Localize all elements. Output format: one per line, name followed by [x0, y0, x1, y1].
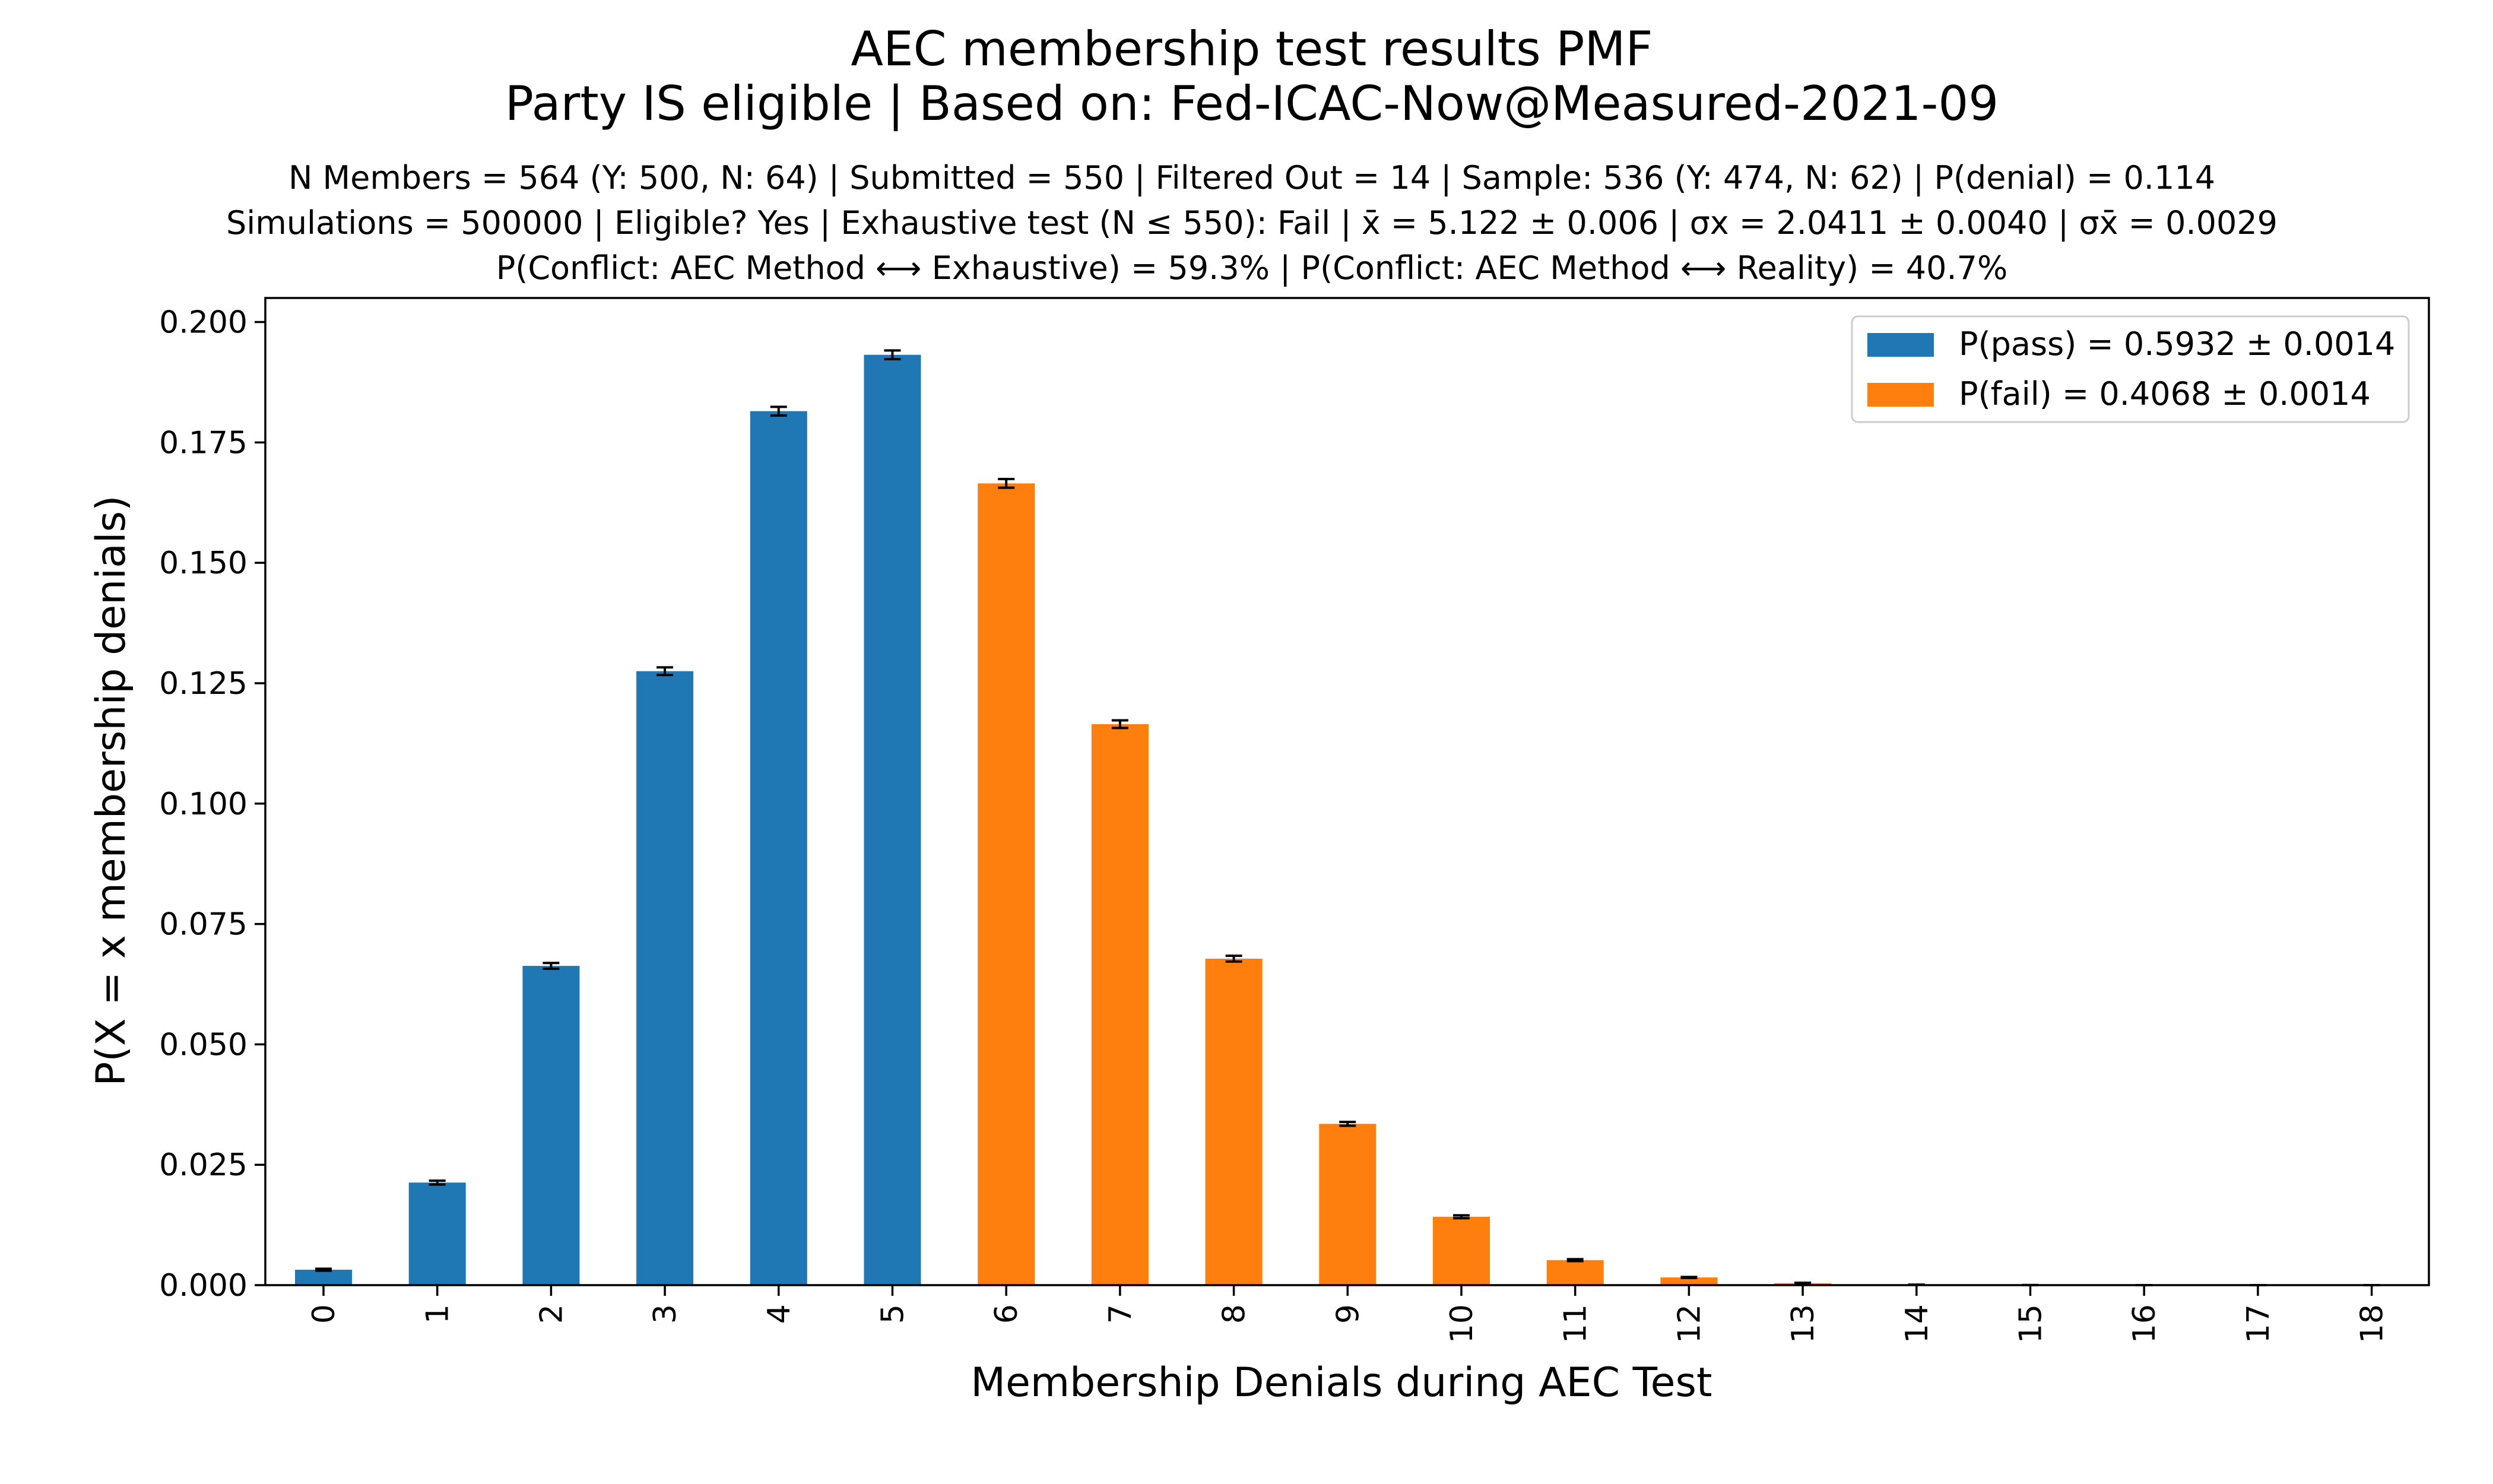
- chart-subtitle-line-3: P(Conflict: AEC Method ⟷ Exhaustive) = 5…: [496, 249, 2008, 287]
- x-tick-label: 16: [2127, 1304, 2162, 1343]
- error-bar-13: [1794, 1281, 1812, 1285]
- y-tick-label: 0.025: [159, 1147, 248, 1183]
- x-tick-label: 0: [306, 1304, 342, 1324]
- error-bar-11: [1566, 1258, 1584, 1263]
- legend-label-pass: P(pass) = 0.5932 ± 0.0014: [1959, 325, 2395, 363]
- error-bar-4: [770, 405, 787, 417]
- y-tick-label: 0.200: [159, 305, 248, 341]
- bar-8: [1205, 958, 1263, 1285]
- bar-10: [1433, 1216, 1490, 1285]
- x-tick-label: 11: [1558, 1304, 1594, 1343]
- x-tick-label: 6: [989, 1304, 1025, 1324]
- y-tick-label: 0.175: [159, 425, 248, 461]
- error-bar-7: [1111, 719, 1128, 730]
- x-tick-label: 18: [2355, 1304, 2390, 1343]
- x-tick-label: 2: [534, 1304, 569, 1324]
- error-bar-10: [1453, 1214, 1470, 1220]
- bar-11: [1546, 1260, 1604, 1285]
- y-tick-label: 0.075: [159, 907, 248, 943]
- x-tick-label: 4: [762, 1304, 797, 1324]
- y-tick-label: 0.100: [159, 787, 248, 822]
- bar-6: [978, 483, 1035, 1285]
- x-axis-label: Membership Denials during AEC Test: [970, 1359, 1712, 1406]
- error-bar-5: [884, 349, 901, 361]
- error-bar-12: [1680, 1276, 1698, 1279]
- chart-subtitle-line-2: Simulations = 500000 | Eligible? Yes | E…: [226, 204, 2278, 242]
- chart-title-line-2: Party IS eligible | Based on: Fed-ICAC-N…: [505, 76, 1999, 132]
- bar-5: [864, 354, 921, 1285]
- error-bar-8: [1225, 955, 1242, 963]
- x-tick-label: 10: [1444, 1304, 1480, 1343]
- error-bar-2: [543, 962, 560, 971]
- bar-2: [522, 966, 580, 1285]
- y-tick-label: 0.150: [159, 546, 248, 581]
- bar-1: [408, 1182, 466, 1285]
- error-bar-6: [998, 478, 1015, 489]
- x-tick-label: 1: [420, 1304, 456, 1324]
- x-tick-label: 7: [1103, 1304, 1138, 1324]
- bar-0: [295, 1270, 352, 1285]
- y-tick-label: 0.050: [159, 1027, 248, 1063]
- legend-box: [1851, 315, 2410, 423]
- error-bar-3: [656, 666, 674, 677]
- bar-12: [1660, 1277, 1718, 1285]
- chart-subtitle-line-1: N Members = 564 (Y: 500, N: 64) | Submit…: [288, 159, 2215, 196]
- y-tick-label: 0.125: [159, 666, 248, 702]
- legend-label-fail: P(fail) = 0.4068 ± 0.0014: [1959, 375, 2371, 413]
- x-tick-label: 9: [1330, 1304, 1366, 1324]
- chart-title-line-1: AEC membership test results PMF: [851, 21, 1653, 77]
- x-tick-label: 3: [648, 1304, 683, 1324]
- y-tick-label: 0.000: [159, 1268, 248, 1304]
- bar-7: [1091, 724, 1149, 1285]
- x-tick-label: 17: [2241, 1304, 2276, 1343]
- x-tick-label: 15: [2013, 1304, 2049, 1343]
- error-bar-1: [429, 1179, 446, 1186]
- bar-3: [636, 671, 694, 1285]
- bar-9: [1319, 1124, 1376, 1285]
- x-tick-label: 5: [876, 1304, 911, 1324]
- legend-swatch-fail: [1867, 383, 1934, 407]
- x-tick-label: 8: [1217, 1304, 1252, 1324]
- x-tick-label: 14: [1899, 1304, 1935, 1343]
- legend-swatch-pass: [1867, 333, 1934, 357]
- error-bar-9: [1339, 1120, 1356, 1127]
- x-tick-label: 13: [1785, 1304, 1821, 1343]
- legend: P(pass) = 0.5932 ± 0.0014 P(fail) = 0.406…: [1851, 315, 2410, 423]
- bar-4: [750, 411, 807, 1285]
- y-axis-label: P(X = x membership denials): [88, 495, 135, 1086]
- error-bar-0: [315, 1267, 332, 1272]
- plot-area: 0.000 0.025 0.050 0.075 0.100 0.125 0.150 0.175…: [159, 297, 2430, 1343]
- x-tick-label: 12: [1671, 1304, 1707, 1343]
